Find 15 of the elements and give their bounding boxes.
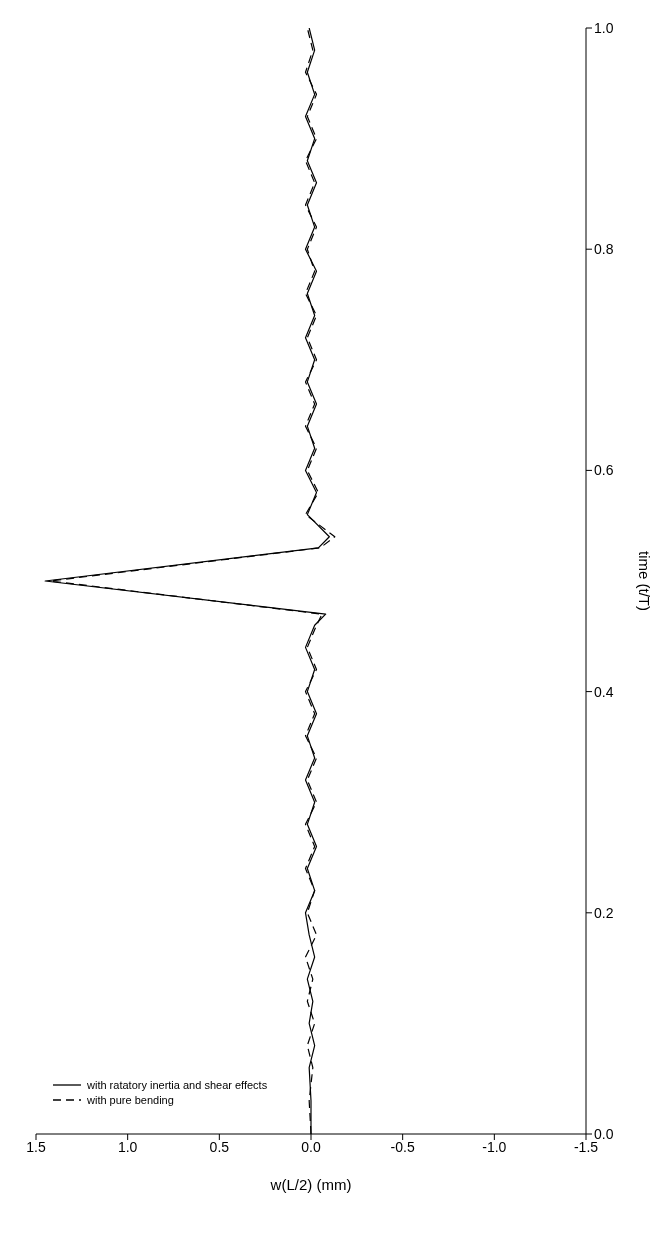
x-tick-label: -1.0 <box>482 1138 507 1155</box>
x-tick-label: 1.5 <box>26 1138 46 1155</box>
y-tick-label: 0.2 <box>594 904 614 921</box>
x-tick-label: 0.0 <box>301 1138 321 1155</box>
legend-label: with ratatory inertia and shear effects <box>87 1079 268 1091</box>
y-tick-label: 0.4 <box>594 683 614 700</box>
x-tick-label: -0.5 <box>390 1138 415 1155</box>
y-tick-label: 0.6 <box>594 462 614 479</box>
x-tick-label: 0.5 <box>209 1138 230 1155</box>
y-tick-label: 0.8 <box>594 241 614 258</box>
y-axis-title: time (t/T) <box>635 551 653 611</box>
x-axis-title: w(L/2) (mm) <box>269 1176 352 1193</box>
x-tick-label: 1.0 <box>117 1138 138 1155</box>
legend-label: with pure bending <box>87 1094 174 1106</box>
y-tick-label: 1.0 <box>594 19 614 36</box>
